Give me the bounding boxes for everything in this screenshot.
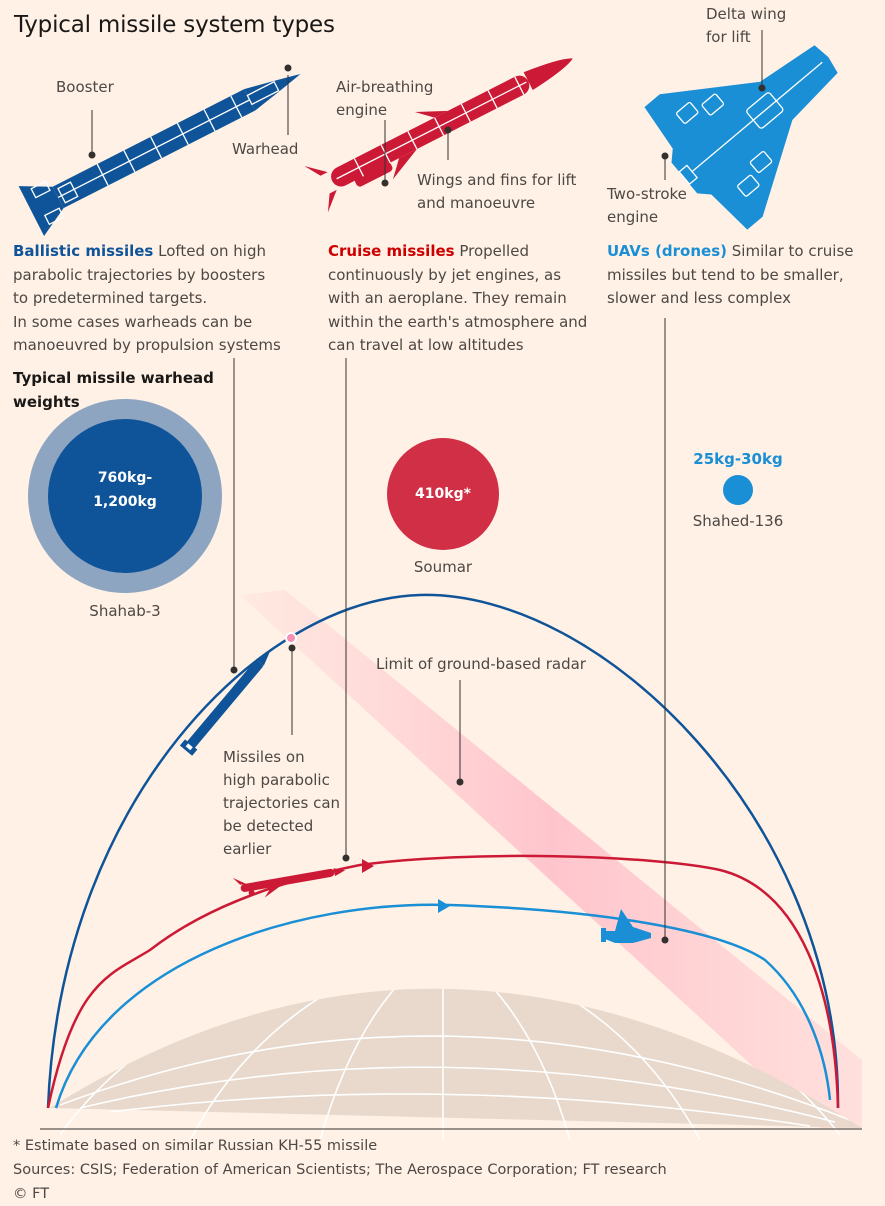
weights-heading: Typical missile warhead weights <box>13 366 214 414</box>
weights-heading-line1: Typical missile warhead <box>13 369 214 387</box>
uav-line2: missiles but tend to be smaller, <box>607 265 844 284</box>
uav-illustration <box>644 45 838 230</box>
ballistic-line4: In some cases warheads can be <box>13 312 253 331</box>
ballistic-line3: to predetermined targets. <box>13 289 208 307</box>
earth-globe <box>40 988 862 1140</box>
uav-line3: slower and less complex <box>607 289 791 307</box>
detection-line1: Missiles on <box>223 748 305 766</box>
cruise-trajectory <box>46 854 840 1109</box>
uav-arrow <box>438 899 450 913</box>
radar-limit-label: Limit of ground-based radar <box>376 655 586 673</box>
uav-trajectory <box>54 903 832 1109</box>
page-title: Typical missile system types <box>14 12 335 38</box>
label-wings-and-fins: Wings and fins for lift and manoeuvre <box>417 169 576 215</box>
shahab-weight-value: 760kg- 1,200kg <box>65 466 185 514</box>
soumar-weight-value: 410kg* <box>415 486 471 502</box>
ballistic-description: Ballistic missiles Lofted on high parabo… <box>13 240 281 358</box>
label-delta-wing: Delta wing for lift <box>706 3 786 49</box>
label-two-stroke-line2: engine <box>607 208 659 226</box>
ballistic-line5: manoeuvred by propulsion systems <box>13 336 281 354</box>
label-air-breathing-engine: Air-breathing engine <box>336 76 433 122</box>
shahed-name: Shahed-136 <box>692 512 784 530</box>
shahed-circle <box>723 475 753 505</box>
label-two-stroke-engine: Two-stroke engine <box>607 183 687 229</box>
label-warhead: Warhead <box>232 140 299 158</box>
cruise-line3: with an aeroplane. They remain <box>328 289 567 307</box>
label-wings-line1: Wings and fins for lift <box>417 171 577 189</box>
detection-line5: earlier <box>223 840 272 858</box>
detection-line2: high parabolic <box>223 771 330 789</box>
copyright: © FT <box>13 1186 50 1202</box>
shahab-name: Shahab-3 <box>89 602 161 620</box>
leader-lines <box>88 30 766 944</box>
label-air-breathing-line1: Air-breathing <box>336 78 434 96</box>
weights-heading-line2: weights <box>13 393 80 411</box>
label-delta-line1: Delta wing <box>706 5 787 23</box>
ballistic-missile-illustration <box>18 73 301 237</box>
soumar-name: Soumar <box>413 558 473 576</box>
ballistic-line2: parabolic trajectories by boosters <box>13 265 266 284</box>
uav-description: UAVs (drones) Similar to cruise missiles… <box>607 240 854 311</box>
cruise-line5: can travel at low altitudes <box>328 336 524 354</box>
cruise-line2: continuously by jet engines, as <box>328 265 562 284</box>
label-booster: Booster <box>56 78 114 96</box>
radar-zone <box>240 590 862 1128</box>
label-two-stroke-line1: Two-stroke <box>607 185 687 203</box>
cruise-missile-illustration <box>304 58 573 213</box>
shahab-weight-line2: 1,200kg <box>93 494 157 510</box>
detection-label: Missiles on high parabolic trajectories … <box>223 746 340 861</box>
uav-line1: Similar to cruise <box>727 242 854 260</box>
footnote: * Estimate based on similar Russian KH-5… <box>13 1138 378 1154</box>
ballistic-line1: Lofted on high <box>153 242 266 260</box>
cruise-heading: Cruise missiles <box>328 242 455 260</box>
sources: Sources: CSIS; Federation of American Sc… <box>13 1162 667 1178</box>
cruise-line1: Propelled <box>454 242 529 260</box>
label-wings-line2: and manoeuvre <box>417 194 536 212</box>
ballistic-trajectory <box>46 593 840 1109</box>
soumar-circle <box>387 438 499 550</box>
ballistic-missile-in-flight <box>179 649 271 756</box>
shahab-inner-circle <box>48 419 202 573</box>
shahed-weight-value: 25kg-30kg <box>693 450 783 468</box>
ballistic-heading: Ballistic missiles <box>13 242 154 260</box>
label-delta-line2: for lift <box>706 28 751 46</box>
uav-heading: UAVs (drones) <box>607 242 727 260</box>
shahab-weight-line1: 760kg- <box>97 470 153 486</box>
cruise-description: Cruise missiles Propelled continuously b… <box>328 240 587 358</box>
apex-detection-marker <box>285 632 297 644</box>
detection-line4: be detected <box>223 817 314 835</box>
label-air-breathing-line2: engine <box>336 101 388 119</box>
uav-in-flight <box>601 909 651 943</box>
footer: * Estimate based on similar Russian KH-5… <box>13 1134 667 1206</box>
detection-line3: trajectories can <box>223 794 341 812</box>
cruise-arrow <box>362 859 374 873</box>
cruise-line4: within the earth's atmosphere and <box>328 312 588 331</box>
